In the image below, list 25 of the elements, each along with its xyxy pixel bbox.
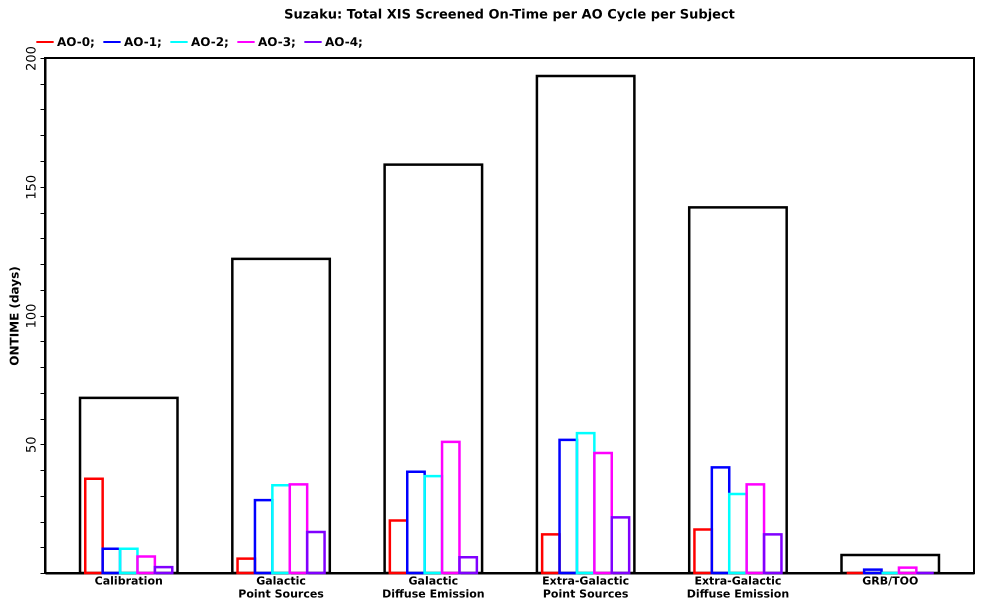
x-tick-label: Calibration	[94, 574, 163, 588]
legend-label: AO-4;	[325, 35, 363, 49]
chart-title: Suzaku: Total XIS Screened On-Time per AO Cycle per Subject	[284, 8, 735, 23]
x-tick-label: Galactic Point Sources	[238, 574, 324, 600]
y-axis-title: ONTIME (days)	[8, 266, 22, 366]
legend-label: AO-0;	[57, 35, 95, 49]
legend-label: AO-2;	[191, 35, 229, 49]
x-tick-label: Extra-Galactic Diffuse Emission	[686, 574, 790, 600]
bar	[458, 556, 478, 574]
y-tick-label: 200	[24, 46, 40, 71]
bar	[898, 566, 918, 574]
bar	[154, 566, 174, 574]
y-tick-label: 100	[24, 304, 40, 328]
bar	[440, 440, 461, 574]
legend-label: AO-3;	[258, 35, 296, 49]
y-tick-label: 50	[24, 436, 40, 454]
x-tick-label: Extra-Galactic Point Sources	[542, 574, 630, 600]
x-tick-label: GRB/TOO	[862, 574, 918, 588]
legend-label: AO-1;	[124, 35, 162, 49]
bar	[762, 533, 783, 574]
bar	[610, 516, 630, 574]
x-tick-label: Galactic Diffuse Emission	[382, 574, 485, 600]
bar	[862, 568, 883, 574]
y-tick-label: 150	[24, 174, 40, 200]
bar	[306, 530, 326, 574]
